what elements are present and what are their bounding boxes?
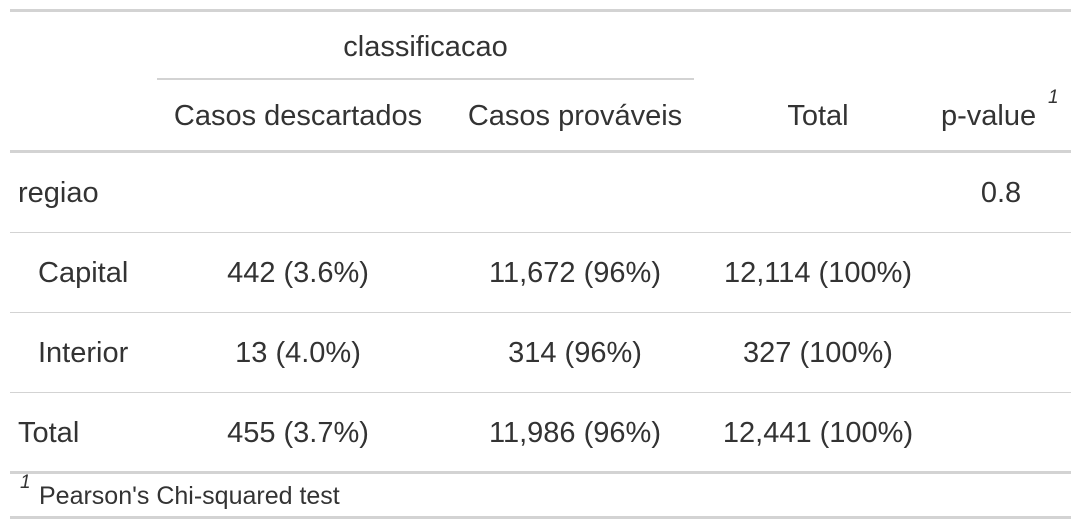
footnote-marker: 1	[20, 472, 31, 493]
footnote-marker: 1	[1048, 87, 1059, 108]
row-divider	[10, 312, 1071, 313]
table-top-border	[10, 9, 1071, 12]
column-header-provaveis: Casos prováveis	[467, 100, 683, 132]
cell-provaveis: 11,986 (96%)	[489, 417, 661, 449]
cell-total: 12,441 (100%)	[722, 417, 914, 449]
row-label-interior: Interior	[38, 337, 129, 369]
column-header-descartados: Casos descartados	[173, 100, 423, 132]
row-label-regiao: regiao	[18, 177, 99, 209]
column-spanner-label: classificacao	[343, 31, 508, 63]
row-divider	[10, 392, 1071, 393]
footnote-text: Pearson's Chi-squared test	[39, 482, 340, 510]
cell-pvalue: 0.8	[980, 177, 1022, 209]
cell-total: 12,114 (100%)	[723, 257, 913, 289]
column-header-total: Total	[787, 100, 849, 132]
row-divider	[10, 232, 1071, 233]
header-bottom-border	[10, 150, 1071, 153]
cell-total: 327 (100%)	[743, 337, 893, 369]
cell-descartados: 442 (3.6%)	[227, 257, 369, 289]
table-bottom-border	[10, 516, 1071, 519]
cell-descartados: 13 (4.0%)	[235, 337, 361, 369]
column-header-pvalue: p-value	[941, 100, 1037, 132]
row-label-capital: Capital	[38, 257, 129, 289]
cell-provaveis: 11,672 (96%)	[489, 257, 661, 289]
table-body-bottom-border	[10, 471, 1071, 474]
row-label-total: Total	[18, 417, 80, 449]
cell-provaveis: 314 (96%)	[508, 337, 642, 369]
spanner-underline	[157, 78, 694, 80]
cell-descartados: 455 (3.7%)	[227, 417, 369, 449]
